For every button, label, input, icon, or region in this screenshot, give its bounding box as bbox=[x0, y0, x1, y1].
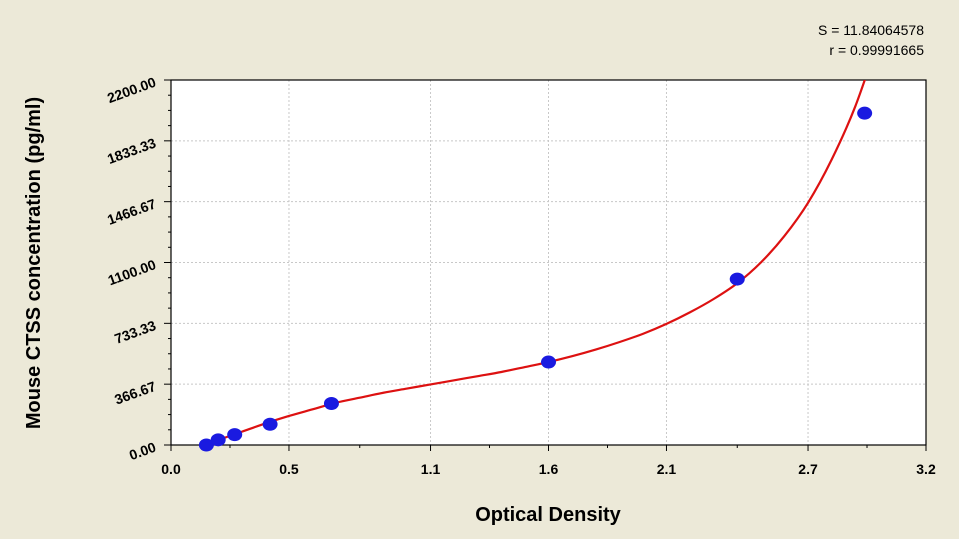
x-tick-label: 1.1 bbox=[421, 461, 441, 477]
data-points-layer bbox=[198, 106, 873, 452]
data-point bbox=[857, 106, 873, 120]
x-axis-title: Optical Density bbox=[475, 504, 621, 526]
y-tick-label: 733.33 bbox=[112, 317, 158, 347]
data-point bbox=[729, 272, 745, 286]
x-tick-label: 0.5 bbox=[279, 461, 299, 477]
data-point bbox=[227, 428, 243, 442]
data-point bbox=[262, 417, 278, 431]
grid-lines bbox=[171, 80, 926, 445]
x-tick-label: 1.6 bbox=[539, 461, 559, 477]
data-point bbox=[210, 433, 226, 447]
data-point bbox=[541, 355, 556, 369]
y-tick-label: 2200.00 bbox=[105, 74, 158, 106]
x-tick-label: 3.2 bbox=[916, 461, 936, 477]
y-tick-label: 1100.00 bbox=[106, 256, 159, 288]
y-axis-title: Mouse CTSS concentration (pg/ml) bbox=[23, 97, 45, 429]
x-tick-label: 0.0 bbox=[161, 461, 181, 477]
data-point bbox=[198, 438, 214, 452]
x-tick-label: 2.7 bbox=[798, 461, 818, 477]
y-tick-label: 1833.33 bbox=[105, 135, 158, 167]
data-point bbox=[323, 397, 339, 411]
fitted-curve-line bbox=[203, 80, 866, 445]
y-tick-label: 366.67 bbox=[112, 378, 158, 408]
r-value-label: r = 0.99991665 bbox=[829, 42, 924, 58]
y-tick-label: 1466.67 bbox=[105, 195, 158, 227]
y-tick-label: 0.00 bbox=[127, 439, 158, 463]
x-tick-label: 2.1 bbox=[657, 461, 677, 477]
fitted-curve-layer bbox=[203, 80, 866, 445]
s-value-label: S = 11.84064578 bbox=[818, 22, 924, 38]
